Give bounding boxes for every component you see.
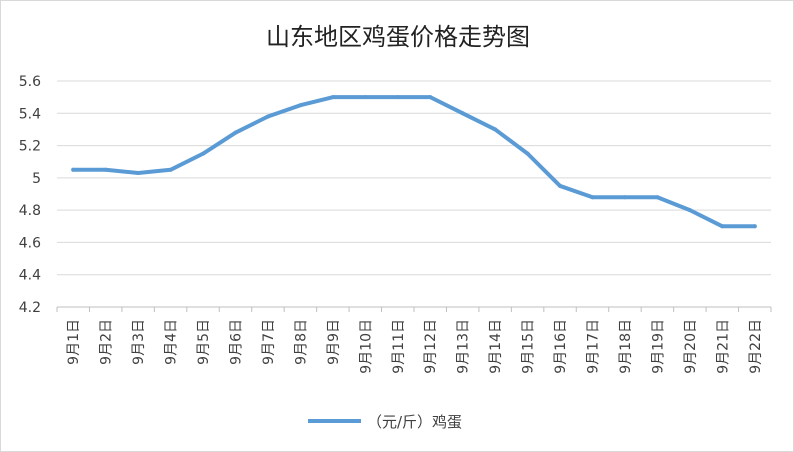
y-tick-label: 5.6 [19, 74, 41, 90]
x-tick-label: 9月19日 [650, 319, 666, 374]
data-point [525, 151, 530, 156]
series-layer [71, 95, 757, 229]
y-tick-label: 5.4 [19, 106, 41, 122]
x-tick-label: 9月11日 [391, 319, 407, 374]
y-tick-label: 4.6 [19, 235, 41, 251]
x-axis [56, 306, 772, 312]
data-point [168, 167, 173, 172]
data-point [558, 183, 563, 188]
data-point [752, 224, 757, 229]
data-point [71, 167, 76, 172]
data-point [493, 127, 498, 132]
legend-label: （元/斤）鸡蛋 [367, 413, 462, 431]
data-point [460, 111, 465, 116]
y-tick-label: 4.8 [19, 203, 41, 219]
x-tick-label: 9月2日 [99, 319, 115, 365]
y-tick-label: 5 [32, 171, 41, 187]
data-point [363, 95, 368, 100]
data-point [298, 103, 303, 108]
data-point [622, 195, 627, 200]
data-point [233, 130, 238, 135]
data-point [395, 95, 400, 100]
x-tick-label: 9月8日 [293, 319, 309, 365]
data-point [265, 114, 270, 119]
x-tick-label: 9月3日 [131, 319, 147, 365]
y-tick-label: 4.2 [19, 300, 41, 316]
data-point [136, 171, 141, 176]
x-tick-label: 9月15日 [521, 319, 537, 374]
y-tick-label: 4.4 [19, 268, 41, 284]
x-tick-label: 9月7日 [261, 319, 277, 365]
data-point [330, 95, 335, 100]
x-tick-label: 9月14日 [488, 319, 504, 374]
x-tick-label: 9月22日 [748, 319, 764, 374]
x-tick-label: 9月13日 [456, 319, 472, 374]
data-point [590, 195, 595, 200]
x-tick-label: 9月4日 [164, 319, 180, 365]
x-tick-label: 9月9日 [326, 319, 342, 365]
x-tick-label: 9月12日 [423, 319, 439, 374]
x-tick-label: 9月17日 [586, 319, 602, 374]
x-tick-label: 9月16日 [553, 319, 569, 374]
data-point [687, 208, 692, 213]
x-tick-label: 9月6日 [229, 319, 245, 365]
y-tick-label: 5.2 [19, 139, 41, 155]
x-tick-label: 9月20日 [683, 319, 699, 374]
data-point [428, 95, 433, 100]
legend: （元/斤）鸡蛋 [308, 413, 462, 431]
y-axis-tick-labels: 4.2 4.4 4.6 4.8 5 5.2 5.4 5.6 [19, 74, 41, 316]
series-line [71, 95, 757, 229]
data-point [720, 224, 725, 229]
data-point [655, 195, 660, 200]
chart-title: 山东地区鸡蛋价格走势图 [266, 23, 530, 51]
data-point [103, 167, 108, 172]
gridlines [57, 80, 771, 276]
x-tick-label: 9月18日 [618, 319, 634, 374]
data-point [201, 151, 206, 156]
x-tick-label: 9月10日 [358, 319, 374, 374]
x-tick-label: 9月1日 [66, 319, 82, 365]
x-tick-label: 9月5日 [196, 319, 212, 365]
x-axis-tick-labels: 9月1日 9月2日 9月3日 9月4日 9月5日 9月6日 9月7日 9月8日 9月9日 9月10… [66, 319, 764, 374]
x-tick-label: 9月21日 [715, 319, 731, 374]
